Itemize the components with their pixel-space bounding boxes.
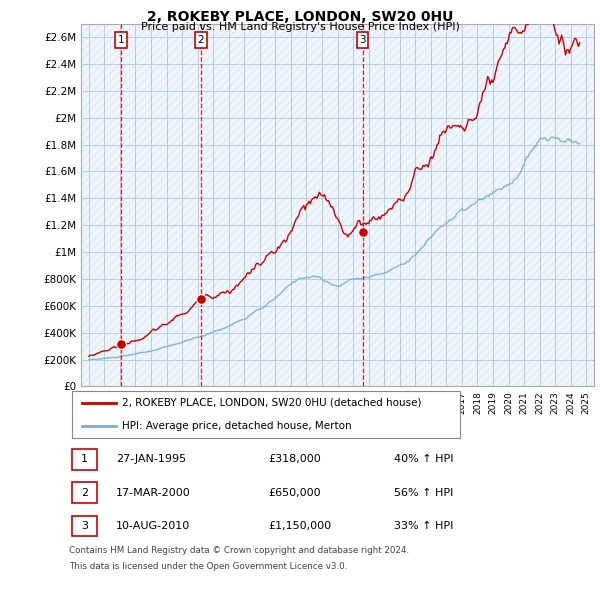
Text: 2, ROKEBY PLACE, LONDON, SW20 0HU: 2, ROKEBY PLACE, LONDON, SW20 0HU xyxy=(147,10,453,24)
Text: 27-JAN-1995: 27-JAN-1995 xyxy=(116,454,187,464)
FancyBboxPatch shape xyxy=(71,516,97,536)
Text: 40% ↑ HPI: 40% ↑ HPI xyxy=(395,454,454,464)
FancyBboxPatch shape xyxy=(71,449,97,470)
Text: 2, ROKEBY PLACE, LONDON, SW20 0HU (detached house): 2, ROKEBY PLACE, LONDON, SW20 0HU (detac… xyxy=(121,398,421,408)
Text: 3: 3 xyxy=(81,521,88,531)
Text: 1: 1 xyxy=(81,454,88,464)
Text: 2: 2 xyxy=(197,35,204,45)
Text: 3: 3 xyxy=(359,35,366,45)
Text: HPI: Average price, detached house, Merton: HPI: Average price, detached house, Mert… xyxy=(121,421,351,431)
Text: Contains HM Land Registry data © Crown copyright and database right 2024.: Contains HM Land Registry data © Crown c… xyxy=(69,546,409,555)
Text: £318,000: £318,000 xyxy=(269,454,321,464)
Text: 10-AUG-2010: 10-AUG-2010 xyxy=(116,521,191,531)
Text: 1: 1 xyxy=(118,35,124,45)
Text: 2: 2 xyxy=(80,488,88,497)
FancyBboxPatch shape xyxy=(71,391,460,438)
FancyBboxPatch shape xyxy=(71,482,97,503)
Text: 17-MAR-2000: 17-MAR-2000 xyxy=(116,488,191,497)
Text: Price paid vs. HM Land Registry's House Price Index (HPI): Price paid vs. HM Land Registry's House … xyxy=(140,22,460,32)
Text: 56% ↑ HPI: 56% ↑ HPI xyxy=(395,488,454,497)
Text: 33% ↑ HPI: 33% ↑ HPI xyxy=(395,521,454,531)
Text: £650,000: £650,000 xyxy=(269,488,321,497)
Text: £1,150,000: £1,150,000 xyxy=(269,521,332,531)
Text: This data is licensed under the Open Government Licence v3.0.: This data is licensed under the Open Gov… xyxy=(69,562,347,571)
